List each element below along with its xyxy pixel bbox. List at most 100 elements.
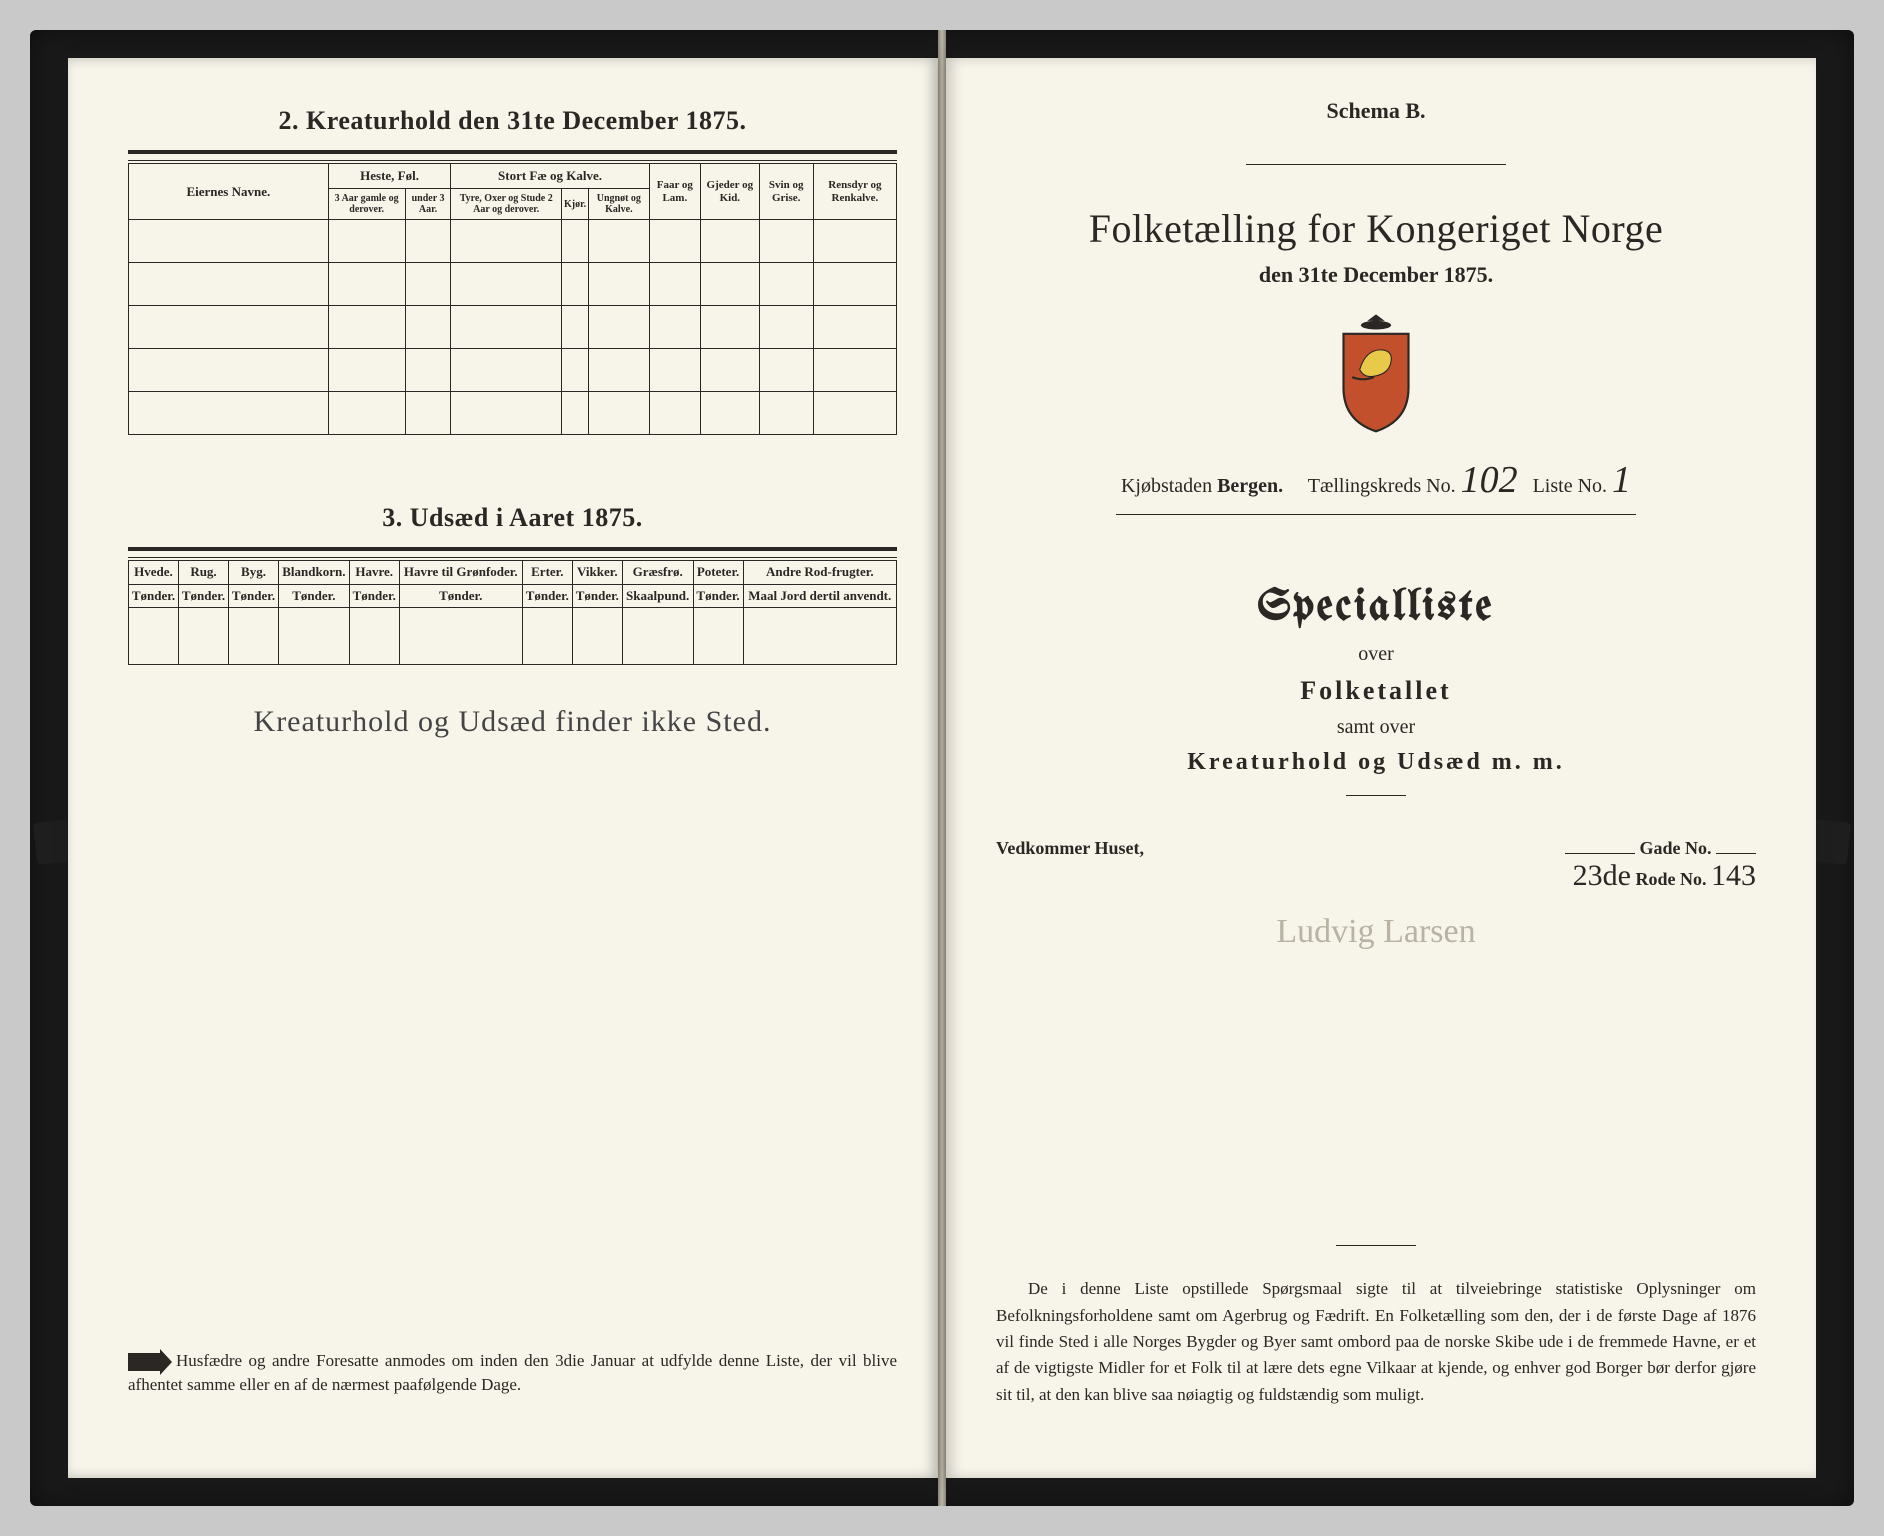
liste-value: 1 (1612, 459, 1631, 501)
cell (589, 306, 649, 349)
cell (701, 349, 759, 392)
cell (759, 349, 813, 392)
col-unit: Maal Jord dertil anvendt. (743, 584, 896, 607)
col-unit: Tønder. (349, 584, 399, 607)
cell (561, 392, 588, 435)
col-unit: Tønder. (229, 584, 279, 607)
folketallet-label: Folketallet (996, 676, 1756, 706)
cell (349, 608, 399, 665)
cell (561, 263, 588, 306)
cell (328, 306, 405, 349)
rode-value: 143 (1711, 859, 1756, 892)
coat-of-arms-icon (1321, 310, 1431, 440)
rode-prefix: 23de (1573, 859, 1631, 892)
faded-signature: Ludvig Larsen (996, 913, 1756, 951)
cell (701, 220, 759, 263)
kjobstad-label: Kjøbstaden (1121, 475, 1212, 497)
col-header: Vikker. (572, 561, 622, 585)
table-row (129, 608, 897, 665)
rule (1246, 164, 1506, 165)
bottom-paragraph: De i denne Liste opstillede Spørgsmaal s… (996, 1276, 1756, 1408)
cell (129, 392, 329, 435)
col-header: Hvede. (129, 561, 179, 585)
cell (561, 220, 588, 263)
cell (129, 349, 329, 392)
cell (328, 263, 405, 306)
rule (128, 557, 897, 558)
footnote-text: Husfædre og andre Foresatte anmodes om i… (128, 1351, 897, 1395)
col-group-heste: Heste, Føl. (328, 164, 451, 189)
sub-heste-a: 3 Aar gamle og derover. (328, 189, 405, 220)
cell (813, 349, 896, 392)
kreds-label: Tællingskreds No. (1308, 475, 1456, 497)
cell (589, 263, 649, 306)
cell (451, 392, 562, 435)
table-3-udsaed: Hvede.Rug.Byg.Blandkorn.Havre.Havre til … (128, 560, 897, 665)
gade-label: Gade No. (1640, 838, 1712, 858)
cell (129, 263, 329, 306)
table-2-kreaturhold: Eiernes Navne. Heste, Føl. Stort Fæ og K… (128, 163, 897, 435)
cell (759, 392, 813, 435)
samt-over-label: samt over (996, 716, 1756, 739)
col-header: Blandkorn. (279, 561, 350, 585)
cell (399, 608, 522, 665)
col-unit: Tønder. (572, 584, 622, 607)
col-unit: Tønder. (279, 584, 350, 607)
cell (129, 608, 179, 665)
cell (229, 608, 279, 665)
footnote: Husfædre og andre Foresatte anmodes om i… (128, 1349, 897, 1398)
cell (743, 608, 896, 665)
cell (589, 220, 649, 263)
cell (328, 349, 405, 392)
over-label: over (996, 643, 1756, 666)
cell (649, 349, 701, 392)
section-2-title: 2. Kreaturhold den 31te December 1875. (128, 106, 897, 136)
open-book: 2. Kreaturhold den 31te December 1875. E… (30, 30, 1854, 1506)
book-spine (938, 30, 946, 1506)
cell (451, 349, 562, 392)
table-row (129, 392, 897, 435)
location-line: Kjøbstaden Bergen. Tællingskreds No. 102… (996, 458, 1756, 502)
cell (759, 306, 813, 349)
cell (129, 220, 329, 263)
right-page: Schema B. Folketælling for Kongeriget No… (946, 58, 1816, 1478)
cell (328, 220, 405, 263)
cell (701, 263, 759, 306)
cell (649, 392, 701, 435)
cell (813, 306, 896, 349)
kreatur-line: Kreaturhold og Udsæd m. m. (996, 749, 1756, 776)
cell (405, 349, 451, 392)
col-unit: Tønder. (693, 584, 743, 607)
cell (701, 306, 759, 349)
cell (561, 306, 588, 349)
table-row (129, 263, 897, 306)
specialliste-title: Specialliste (996, 585, 1756, 631)
scan-frame: 2. Kreaturhold den 31te December 1875. E… (0, 0, 1884, 1536)
sub-stort-c: Ungnøt og Kalve. (589, 189, 649, 220)
sub-stort-a: Tyre, Oxer og Stude 2 Aar og derover. (451, 189, 562, 220)
col-rensdyr: Rensdyr og Renkalve. (813, 164, 896, 220)
cell (572, 608, 622, 665)
rule (128, 160, 897, 161)
cell (813, 220, 896, 263)
cell (522, 608, 572, 665)
cell (813, 392, 896, 435)
main-subtitle: den 31te December 1875. (996, 262, 1756, 288)
cell (813, 263, 896, 306)
col-gjeder: Gjeder og Kid. (701, 164, 759, 220)
main-title: Folketælling for Kongeriget Norge (996, 205, 1756, 252)
cell (693, 608, 743, 665)
col-header: Poteter. (693, 561, 743, 585)
col-faar: Faar og Lam. (649, 164, 701, 220)
col-header: Byg. (229, 561, 279, 585)
cell (759, 220, 813, 263)
col-unit: Tønder. (129, 584, 179, 607)
cell (589, 349, 649, 392)
vedkommer-label: Vedkommer Huset, (996, 838, 1144, 858)
col-header: Græsfrø. (622, 561, 693, 585)
cell (561, 349, 588, 392)
sub-stort-b: Kjør. (561, 189, 588, 220)
col-owner: Eiernes Navne. (129, 164, 329, 220)
cell (328, 392, 405, 435)
cell (451, 306, 562, 349)
